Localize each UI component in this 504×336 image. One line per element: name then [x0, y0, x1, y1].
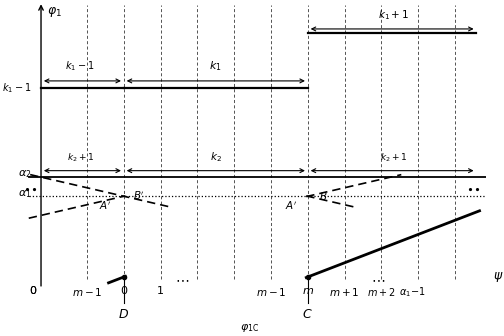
- Text: 0: 0: [29, 286, 36, 296]
- Text: $\alpha_1\!-\!1$: $\alpha_1\!-\!1$: [399, 286, 426, 299]
- Text: $\varphi_{1\mathrm{C}}$: $\varphi_{1\mathrm{C}}$: [240, 322, 259, 334]
- Text: $A'$: $A'$: [99, 200, 111, 212]
- Text: $k_1+1$: $k_1+1$: [378, 8, 409, 22]
- Text: $m-1$: $m-1$: [256, 286, 286, 298]
- Text: $\bullet\!\bullet$: $\bullet\!\bullet$: [466, 183, 481, 194]
- Text: $k_1-1$: $k_1-1$: [65, 59, 94, 73]
- Text: $k_1-1$: $k_1-1$: [3, 81, 32, 95]
- Text: $k_2+1$: $k_2+1$: [67, 152, 95, 164]
- Text: $\varphi_1$: $\varphi_1$: [47, 5, 62, 19]
- Text: $\bullet\!\bullet$: $\bullet\!\bullet$: [23, 183, 37, 194]
- Text: $\alpha_2$: $\alpha_2$: [18, 169, 32, 180]
- Text: $m$: $m$: [302, 286, 314, 296]
- Text: $k_2$: $k_2$: [210, 150, 222, 164]
- Text: $D$: $D$: [118, 308, 130, 321]
- Text: $C$: $C$: [302, 308, 313, 321]
- Text: 0: 0: [29, 286, 36, 296]
- Text: $m+2$: $m+2$: [367, 286, 396, 298]
- Text: 1: 1: [157, 286, 164, 296]
- Text: $m+1$: $m+1$: [329, 286, 360, 298]
- Text: $\psi$: $\psi$: [493, 270, 504, 284]
- Text: $m-1$: $m-1$: [72, 286, 102, 298]
- Text: $\cdots$: $\cdots$: [175, 272, 189, 286]
- Text: $k_1$: $k_1$: [210, 59, 222, 73]
- Text: 0: 0: [120, 286, 128, 296]
- Text: $\cdots$: $\cdots$: [371, 272, 386, 286]
- Text: $A'$: $A'$: [285, 200, 297, 212]
- Text: $B$: $B$: [319, 190, 328, 202]
- Text: $B'$: $B'$: [133, 190, 145, 202]
- Text: $\alpha_1$: $\alpha_1$: [18, 188, 32, 200]
- Text: $k_2+1$: $k_2+1$: [380, 152, 407, 164]
